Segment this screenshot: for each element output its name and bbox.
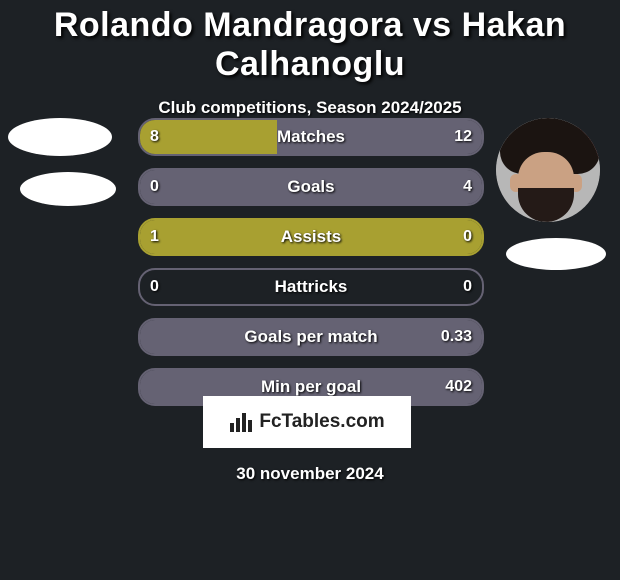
bar-row: Goals per match 0.33: [138, 318, 484, 356]
logo-text: FcTables.com: [259, 411, 384, 433]
player-right-block: [496, 118, 600, 222]
bar-right-fill: [140, 320, 482, 354]
page-subtitle: Club competitions, Season 2024/2025: [0, 98, 620, 118]
bar-row: 8 Matches 12: [138, 118, 484, 156]
player-left-club-placeholder: [20, 172, 116, 206]
date-label: 30 november 2024: [0, 464, 620, 484]
player-right-club-placeholder: [506, 238, 606, 270]
bar-row: 0 Hattricks 0: [138, 268, 484, 306]
player-right-avatar: [496, 118, 600, 222]
bar-right-fill: [277, 120, 482, 154]
bar-row: 0 Goals 4: [138, 168, 484, 206]
bar-left-fill: [140, 120, 277, 154]
comparison-infographic: Rolando Mandragora vs Hakan Calhanoglu C…: [0, 0, 620, 580]
bar-row: 1 Assists 0: [138, 218, 484, 256]
fctables-logo: FcTables.com: [203, 396, 411, 448]
player-left-avatar-placeholder: [8, 118, 112, 156]
bar-list: 8 Matches 12 0 Goals 4 1 Assists 0: [138, 118, 484, 418]
bar-right-fill: [140, 170, 482, 204]
bars-icon: [229, 411, 255, 433]
bar-label: Hattricks: [140, 270, 482, 304]
player-right-face-illustration: [496, 118, 600, 222]
page-title: Rolando Mandragora vs Hakan Calhanoglu: [0, 0, 620, 84]
bar-left-value: 0: [150, 270, 159, 304]
bar-left-fill: [140, 220, 482, 254]
bar-right-value: 0: [463, 270, 472, 304]
